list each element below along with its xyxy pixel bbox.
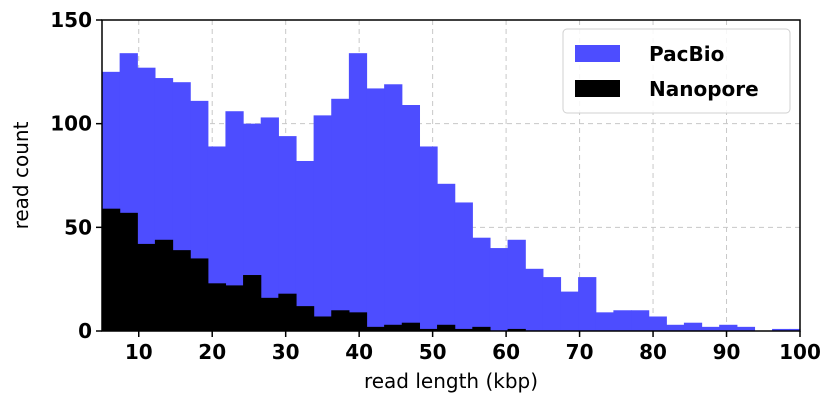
pacbio-bar — [295, 160, 315, 331]
pacbio-bar — [772, 328, 791, 331]
y-tick-label: 50 — [64, 215, 92, 239]
x-axis-label: read length (kbp) — [364, 369, 538, 393]
nanopore-bar — [243, 275, 262, 331]
pacbio-bar — [736, 326, 756, 331]
x-tick-label: 50 — [419, 340, 447, 364]
pacbio-bar — [631, 310, 650, 331]
ticks: 10 20 30 40 50 60 70 80 90 100 0 50 100 150 — [50, 8, 821, 364]
bars — [102, 53, 801, 332]
nanopore-bar — [172, 250, 191, 331]
y-tick-label: 150 — [50, 8, 92, 32]
nanopore-bar — [225, 285, 244, 331]
pacbio-bar — [419, 146, 438, 331]
pacbio-bar — [507, 239, 526, 331]
pacbio-bar — [278, 136, 297, 331]
pacbio-bar — [437, 183, 456, 331]
nanopore-bar — [437, 324, 456, 331]
nanopore-bar — [119, 212, 138, 331]
nanopore-bar — [154, 239, 174, 331]
x-tick-label: 70 — [566, 340, 594, 364]
pacbio-bar — [454, 202, 473, 331]
pacbio-bar — [313, 115, 332, 331]
pacbio-bar — [489, 248, 509, 331]
pacbio-bar — [719, 324, 738, 331]
x-tick-label: 40 — [345, 340, 373, 364]
nanopore-bar — [190, 258, 209, 331]
pacbio-bar — [578, 277, 597, 331]
legend-swatch-nanopore — [575, 80, 620, 97]
x-tick-label: 90 — [713, 340, 741, 364]
nanopore-bar — [384, 324, 403, 331]
pacbio-bar — [472, 237, 491, 331]
nanopore-bar — [295, 306, 315, 331]
pacbio-bar — [613, 310, 632, 331]
pacbio-bar — [560, 291, 579, 331]
y-tick-label: 0 — [78, 319, 92, 343]
pacbio-bar — [683, 322, 703, 331]
pacbio-bar — [384, 84, 403, 331]
pacbio-bar — [260, 117, 279, 332]
nanopore-bar — [313, 316, 332, 331]
pacbio-bar — [525, 268, 544, 331]
legend-label-pacbio: PacBio — [649, 42, 724, 66]
y-tick-label: 100 — [50, 112, 92, 136]
pacbio-bar — [542, 277, 562, 331]
legend: PacBio Nanopore — [562, 28, 791, 114]
nanopore-bar — [348, 312, 368, 331]
pacbio-bar — [595, 312, 614, 331]
x-tick-label: 10 — [125, 340, 153, 364]
pacbio-bar — [401, 105, 421, 331]
nanopore-bar — [278, 293, 297, 331]
pacbio-bar — [701, 326, 720, 331]
nanopore-bar — [366, 326, 385, 331]
nanopore-bar — [419, 328, 438, 331]
legend-label-nanopore: Nanopore — [649, 77, 759, 101]
plot-frame — [101, 19, 801, 332]
nanopore-bar — [137, 243, 156, 331]
pacbio-bar — [666, 324, 685, 331]
x-tick-label: 30 — [272, 340, 300, 364]
legend-swatch-pacbio — [575, 45, 620, 62]
pacbio-bar — [225, 111, 244, 331]
x-tick-label: 20 — [198, 340, 226, 364]
x-tick-label: 80 — [639, 340, 667, 364]
pacbio-bar — [789, 328, 801, 331]
nanopore-bar — [207, 283, 227, 331]
pacbio-bar — [348, 53, 368, 331]
nanopore-bar — [454, 328, 473, 331]
y-axis-label: read count — [9, 121, 33, 229]
pacbio-bar — [366, 88, 385, 331]
nanopore-bar — [331, 310, 350, 331]
x-tick-label: 100 — [779, 340, 821, 364]
nanopore-bar — [507, 328, 526, 331]
x-tick-label: 60 — [492, 340, 520, 364]
pacbio-bar — [331, 98, 350, 331]
pacbio-bar — [648, 316, 667, 331]
series-nanopore — [102, 208, 526, 331]
nanopore-bar — [102, 208, 121, 331]
nanopore-bar — [472, 326, 491, 331]
nanopore-bar — [260, 297, 279, 331]
nanopore-bar — [401, 322, 421, 331]
